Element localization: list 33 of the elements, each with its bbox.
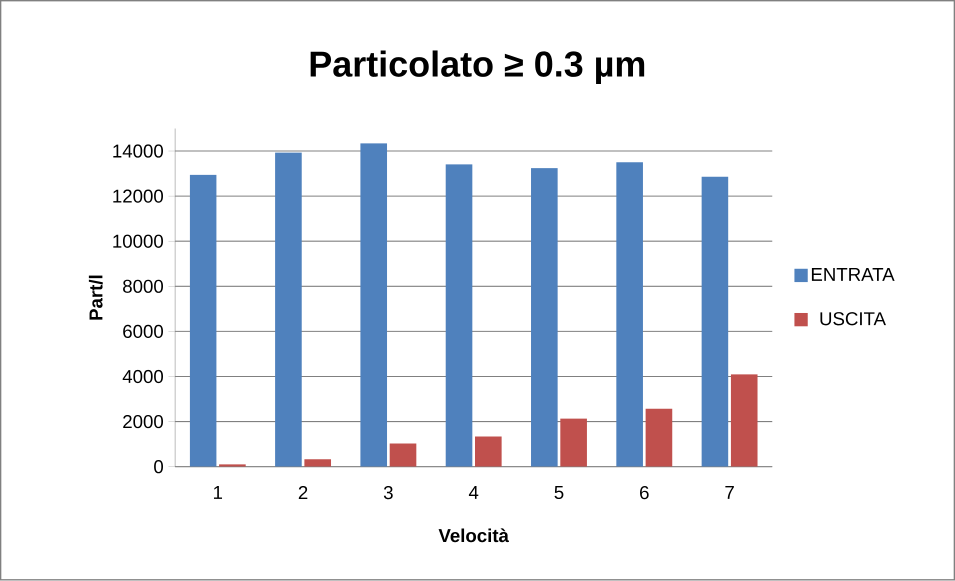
bar <box>616 162 643 467</box>
x-tick-label: 1 <box>214 486 222 500</box>
y-tick-label: 2000 <box>123 415 163 428</box>
bar <box>702 176 728 467</box>
y-tick-label: 14000 <box>113 144 163 158</box>
y-axis-title: Part/l <box>88 276 103 320</box>
x-tick-label: 6 <box>640 486 649 500</box>
legend-label: USCITA <box>820 312 886 326</box>
bar <box>475 436 502 467</box>
y-tick-label: 12000 <box>113 190 163 203</box>
chart-title: Particolato ≥ 0.3 µm <box>310 50 644 84</box>
bar <box>275 152 302 467</box>
bar <box>531 168 558 467</box>
x-tick-label: 7 <box>725 486 734 500</box>
legend-label: ENTRATA <box>812 268 895 282</box>
x-tick-label: 3 <box>384 486 393 500</box>
x-axis-title: Velocità <box>438 528 509 542</box>
bar <box>360 144 388 467</box>
x-tick-label: 2 <box>298 486 308 500</box>
x-tick-label: 5 <box>554 486 564 500</box>
x-tick-label: 4 <box>468 486 478 500</box>
bar <box>446 164 472 467</box>
y-tick-label: 0 <box>154 460 164 474</box>
y-tick-label: 6000 <box>123 325 163 338</box>
y-tick-label: 8000 <box>123 280 163 294</box>
bar <box>730 374 758 467</box>
bar <box>390 444 416 467</box>
bar <box>646 408 672 467</box>
bar <box>190 175 216 467</box>
bar <box>560 418 587 467</box>
bar <box>304 459 332 467</box>
y-tick-label: 10000 <box>113 234 163 248</box>
y-tick-label: 4000 <box>122 370 163 384</box>
